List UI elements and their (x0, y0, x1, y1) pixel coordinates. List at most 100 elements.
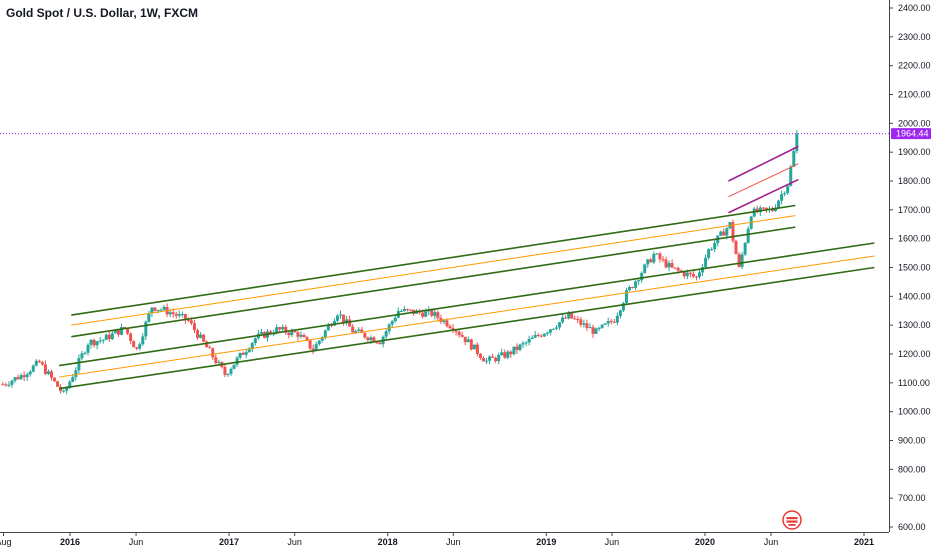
candle-body (558, 322, 562, 328)
candle-body (235, 357, 239, 365)
time-tick-label: 2021 (854, 537, 874, 547)
candle-body (701, 267, 705, 273)
candle-body (697, 272, 701, 278)
candle-body (156, 309, 160, 311)
candle-body (722, 231, 726, 236)
candle-body (281, 327, 285, 330)
candle-body (183, 314, 187, 320)
candle-body (104, 334, 108, 340)
candle-body (524, 342, 528, 344)
candle-body (457, 331, 461, 335)
candle-body (62, 390, 66, 392)
candle-body (670, 263, 674, 268)
price-tick-label: 1000.00 (898, 407, 931, 417)
candle-body (658, 253, 662, 260)
candle-body (704, 257, 708, 268)
candle-body (89, 339, 93, 345)
candle-body (761, 207, 765, 209)
time-axis[interactable]: Aug 2016 Jun 2017 Jun 2018 Jun 2019 Jun 2020 Jun 20… (0, 532, 874, 547)
green-trend-line[interactable] (59, 266, 875, 390)
price-tick-label: 1200.00 (898, 349, 931, 359)
candle-body (113, 330, 117, 334)
candle-body (545, 332, 549, 334)
green-trend-line[interactable] (71, 226, 796, 338)
candle-body (734, 240, 738, 255)
candle-body (713, 243, 717, 250)
candle-body (4, 384, 8, 386)
candle-body (287, 332, 291, 335)
candle-body (603, 323, 607, 325)
candle-body (275, 327, 279, 334)
candle-body (515, 346, 519, 350)
candle-body (345, 319, 349, 323)
candle-body (631, 286, 635, 288)
time-tick-label: 2018 (378, 537, 398, 547)
candle-body (454, 330, 458, 332)
candle-body (68, 381, 72, 388)
candles-layer (1, 130, 799, 395)
time-tick-label: Jun (129, 537, 144, 547)
candle-body (253, 338, 257, 343)
purple-trend-line[interactable] (728, 178, 799, 214)
candle-body (360, 329, 364, 333)
time-tick-label: Jun (446, 537, 461, 547)
candle-body (594, 328, 598, 334)
candle-body (13, 377, 17, 381)
candle-body (43, 364, 47, 374)
candle-body (199, 334, 203, 338)
candle-body (612, 321, 616, 323)
candle-body (305, 337, 309, 341)
time-tick-label: Jun (764, 537, 779, 547)
last-price-box (891, 128, 931, 140)
candle-body (238, 352, 242, 358)
candle-body (561, 317, 565, 323)
candle-body (618, 310, 622, 316)
candle-body (150, 307, 154, 314)
candle-body (232, 364, 236, 369)
candle-body (129, 333, 133, 342)
candle-body (208, 347, 212, 349)
price-axis[interactable]: 2400.00 2300.00 2200.00 2100.00 2000.00 1900.… (889, 3, 931, 532)
candle-body (752, 208, 756, 217)
candle-body (679, 270, 683, 272)
candle-body (293, 330, 297, 333)
candle-body (189, 320, 193, 324)
purple-trend-line[interactable] (728, 145, 799, 182)
candle-body (205, 341, 209, 348)
candle-body (299, 334, 303, 337)
logo-bar-3 (788, 524, 796, 526)
pink-trend-line[interactable] (728, 163, 799, 198)
candle-body (795, 133, 799, 152)
candle-body (588, 327, 592, 329)
orange-trend-line[interactable] (71, 215, 796, 326)
candle-body (442, 320, 446, 322)
candle-body (98, 340, 102, 342)
tradingview-logo[interactable] (782, 510, 802, 530)
candle-body (369, 337, 373, 341)
candle-body (527, 339, 531, 343)
orange-trend-line[interactable] (59, 255, 875, 378)
time-tick-label: 2019 (536, 537, 556, 547)
green-trend-line[interactable] (59, 242, 875, 367)
candle-body (16, 377, 20, 380)
candle-body (506, 351, 510, 358)
candle-body (168, 312, 172, 315)
candle-body (655, 253, 659, 255)
candle-body (37, 360, 41, 363)
candle-body (390, 321, 394, 325)
candle-body (217, 362, 221, 364)
candle-body (509, 351, 513, 355)
candle-body (497, 355, 501, 362)
candle-body (363, 332, 367, 338)
candle-body (159, 309, 163, 311)
candle-body (725, 228, 729, 236)
candle-body (34, 360, 38, 366)
green-trend-line[interactable] (71, 204, 796, 316)
candle-body (308, 340, 312, 349)
candle-body (573, 318, 577, 320)
candle-body (719, 231, 723, 236)
candle-body (408, 309, 412, 311)
candle-body (475, 344, 479, 354)
candle-body (743, 242, 747, 255)
